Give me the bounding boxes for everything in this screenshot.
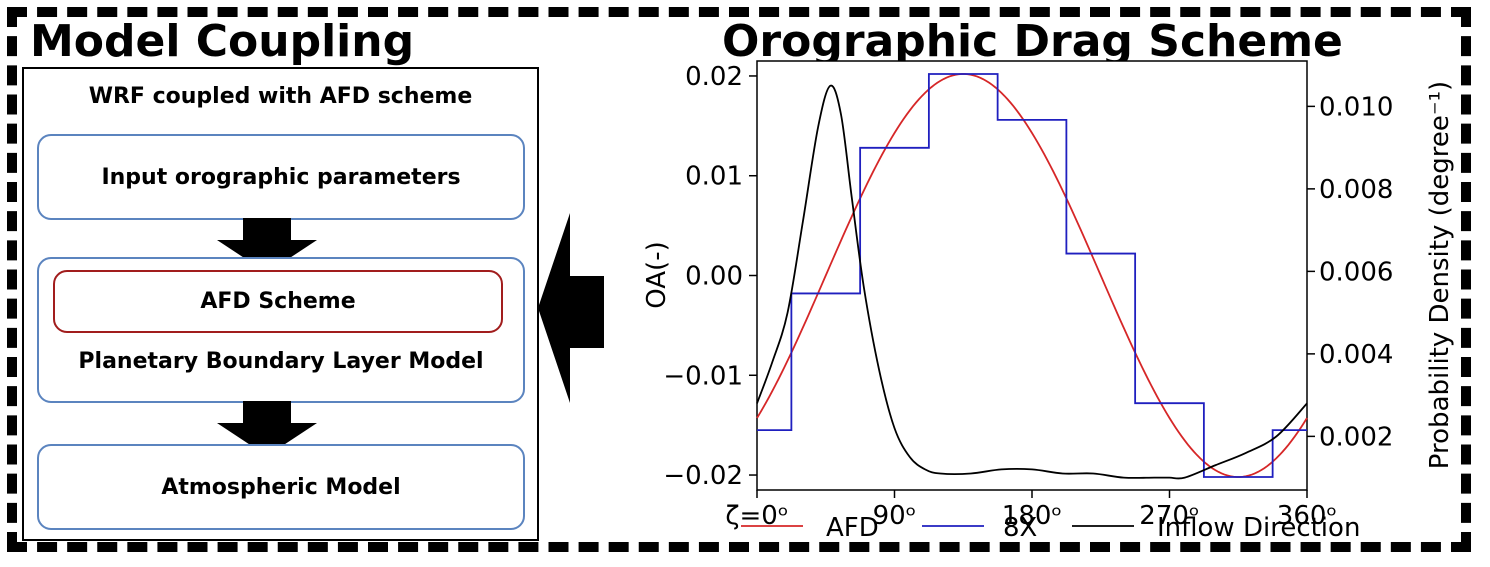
axes-layer: ζ=0ᵒ 90ᵒ 180ᵒ 270ᵒ 360ᵒ0.020.010.00−0.01−0.0… [663, 62, 1393, 531]
y-right-tick-label: 0.002 [1319, 422, 1393, 452]
y-tick-label: 0.02 [685, 62, 743, 92]
y-right-tick-label: 0.008 [1319, 175, 1393, 205]
y-right-axis-label: Probability Density (degree⁻¹) [1425, 81, 1455, 469]
down-arrow-icon [217, 218, 317, 273]
legend-label: 8X [1003, 513, 1037, 543]
series-layer [756, 73, 1308, 480]
y-right-tick-label: 0.004 [1319, 340, 1393, 370]
orographic-drag-chart: ζ=0ᵒ 90ᵒ 180ᵒ 270ᵒ 360ᵒ0.020.010.00−0.01−0.0… [642, 60, 1455, 543]
legend-label: Inflow Direction [1157, 513, 1360, 543]
y-tick-label: −0.01 [663, 361, 743, 391]
input-params-box: Input orographic parameters [37, 134, 525, 220]
x-tick-label: 270ᵒ [1139, 501, 1199, 531]
pbl-model-label: Planetary Boundary Layer Model [78, 349, 484, 374]
legend-label: AFD [826, 513, 879, 543]
y-axis-label: OA(-) [642, 241, 672, 308]
atmospheric-model-box: Atmospheric Model [37, 444, 525, 530]
wrf-coupling-panel: WRF coupled with AFD scheme Input orogra… [22, 67, 539, 541]
model-coupling-title: Model Coupling [30, 16, 415, 67]
left-arrow-icon [538, 213, 604, 403]
x-tick-label: 180ᵒ [1002, 501, 1062, 531]
y-tick-label: 0.00 [685, 262, 743, 292]
down-arrow-icon [217, 401, 317, 456]
dashed-outer-frame [7, 7, 1471, 552]
afd-scheme-box: AFD Scheme [53, 270, 503, 333]
panel-title: WRF coupled with AFD scheme [88, 84, 473, 109]
y-right-tick-label: 0.010 [1319, 92, 1393, 122]
series-8x-line [757, 73, 1307, 478]
y-tick-label: −0.02 [663, 461, 743, 491]
pbl-model-box: AFD Scheme Planetary Boundary Layer Mode… [37, 257, 525, 403]
orographic-drag-title: Orographic Drag Scheme [722, 16, 1343, 67]
series-afd-line [756, 73, 1308, 478]
x-tick-label: 360ᵒ [1277, 501, 1337, 531]
y-tick-label: 0.01 [685, 162, 743, 192]
y-right-tick-label: 0.006 [1319, 257, 1393, 287]
x-tick-label: 90ᵒ [873, 501, 917, 531]
legend: AFD 8X Inflow Direction [741, 513, 1360, 543]
plot-area [756, 60, 1308, 491]
series-inflow-direction-line [756, 84, 1308, 480]
